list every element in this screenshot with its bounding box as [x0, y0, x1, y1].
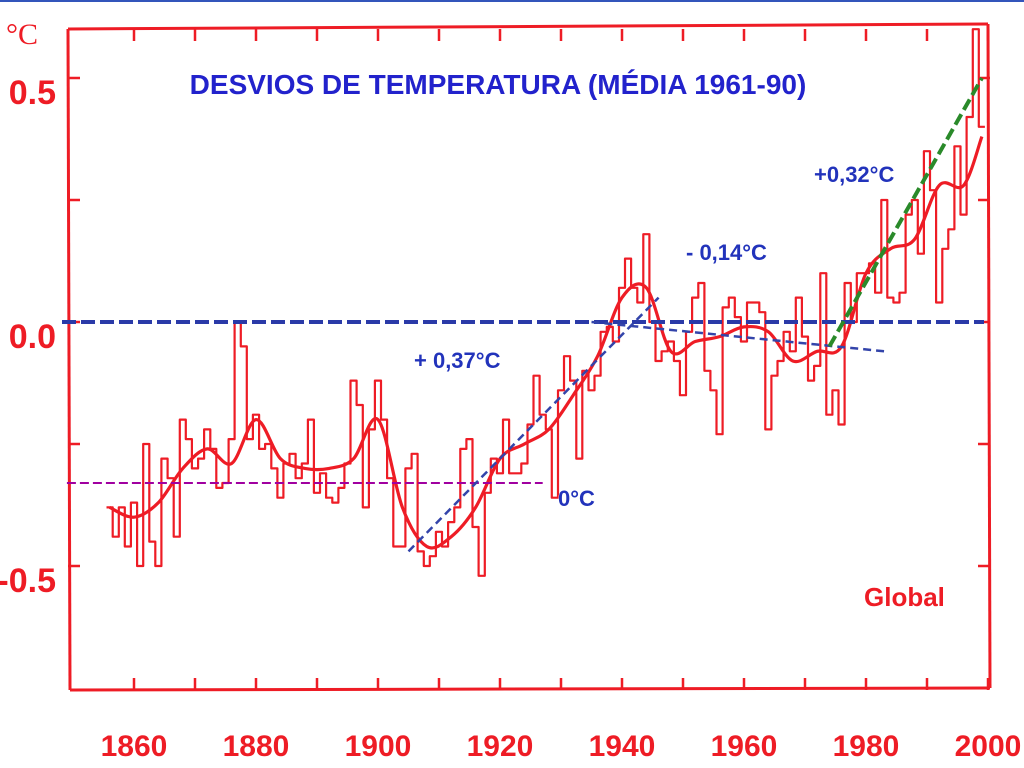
x-tick-label: 1880 [223, 730, 290, 763]
frame-right [986, 23, 992, 689]
series-label-global: Global [864, 582, 945, 612]
annotation-reference: 0°C [558, 486, 595, 511]
annotation-trend-mid: - 0,14°C [686, 240, 767, 265]
y-tick-label: 0.0 [9, 318, 56, 356]
axis-ticks [68, 29, 990, 690]
trend-line [591, 320, 885, 353]
y-axis-labels: °C 0.5 0.0 -0.5 [0, 18, 56, 600]
frame-bottom [69, 686, 991, 692]
y-tick-label: -0.5 [0, 562, 56, 600]
y-tick-label: 0.5 [9, 74, 56, 112]
x-tick-label: 1920 [467, 730, 534, 763]
x-tick-label: 1980 [833, 730, 900, 763]
y-unit-label: °C [6, 18, 38, 51]
plot-frame [66, 22, 992, 692]
trend-line [827, 77, 984, 348]
trend-line [407, 296, 660, 553]
trend-overlay [62, 77, 984, 553]
x-axis-labels: 1860 1880 1900 1920 1940 1960 1980 2000 [101, 730, 1022, 763]
chart-title: DESVIOS DE TEMPERATURA (MÉDIA 1961-90) [190, 69, 807, 100]
x-tick-label: 1860 [101, 730, 168, 763]
x-tick-label: 1900 [345, 730, 412, 763]
frame-left [66, 28, 72, 691]
annotation-trend-recent: +0,32°C [814, 162, 894, 187]
x-tick-label: 1940 [589, 730, 656, 763]
x-tick-label: 1960 [711, 730, 778, 763]
x-tick-label: 2000 [955, 730, 1022, 763]
frame-top [67, 22, 989, 31]
series-line-annual [106, 28, 985, 577]
annotation-trend-early: + 0,37°C [414, 348, 501, 373]
